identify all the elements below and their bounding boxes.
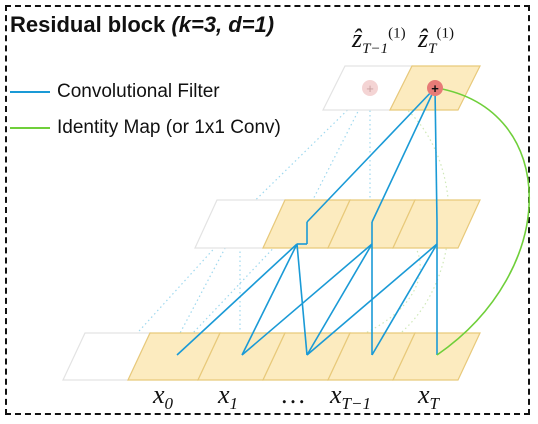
input-label-xT-minus-1: xT−1: [330, 380, 371, 413]
sum-node: +: [427, 80, 443, 96]
output-label-t-minus-1: ẑT−1(1): [352, 24, 406, 57]
title-params: (k=3, d=1): [171, 12, 275, 37]
input-label-x1: x1: [218, 380, 239, 413]
input-label-xT: xT: [418, 380, 440, 413]
diagram-title: Residual block (k=3, d=1): [10, 12, 274, 38]
input-label-ellipsis: …: [280, 380, 306, 409]
svg-text:+: +: [431, 81, 439, 96]
output-label-t: ẑT(1): [418, 24, 454, 57]
output-layer: [322, 65, 481, 111]
legend-conv-label: Convolutional Filter: [57, 81, 220, 102]
faded-sum-node: +: [362, 80, 378, 96]
input-label-x0: x0: [153, 380, 174, 413]
input-cell-t: [392, 332, 481, 381]
title-main: Residual block: [10, 12, 166, 37]
legend-identity-label: Identity Map (or 1x1 Conv): [57, 117, 281, 138]
convolution-filter-lines: [176, 87, 438, 356]
identity-map-curve: [436, 87, 530, 356]
input-layer: [62, 332, 481, 381]
svg-text:+: +: [366, 81, 374, 96]
